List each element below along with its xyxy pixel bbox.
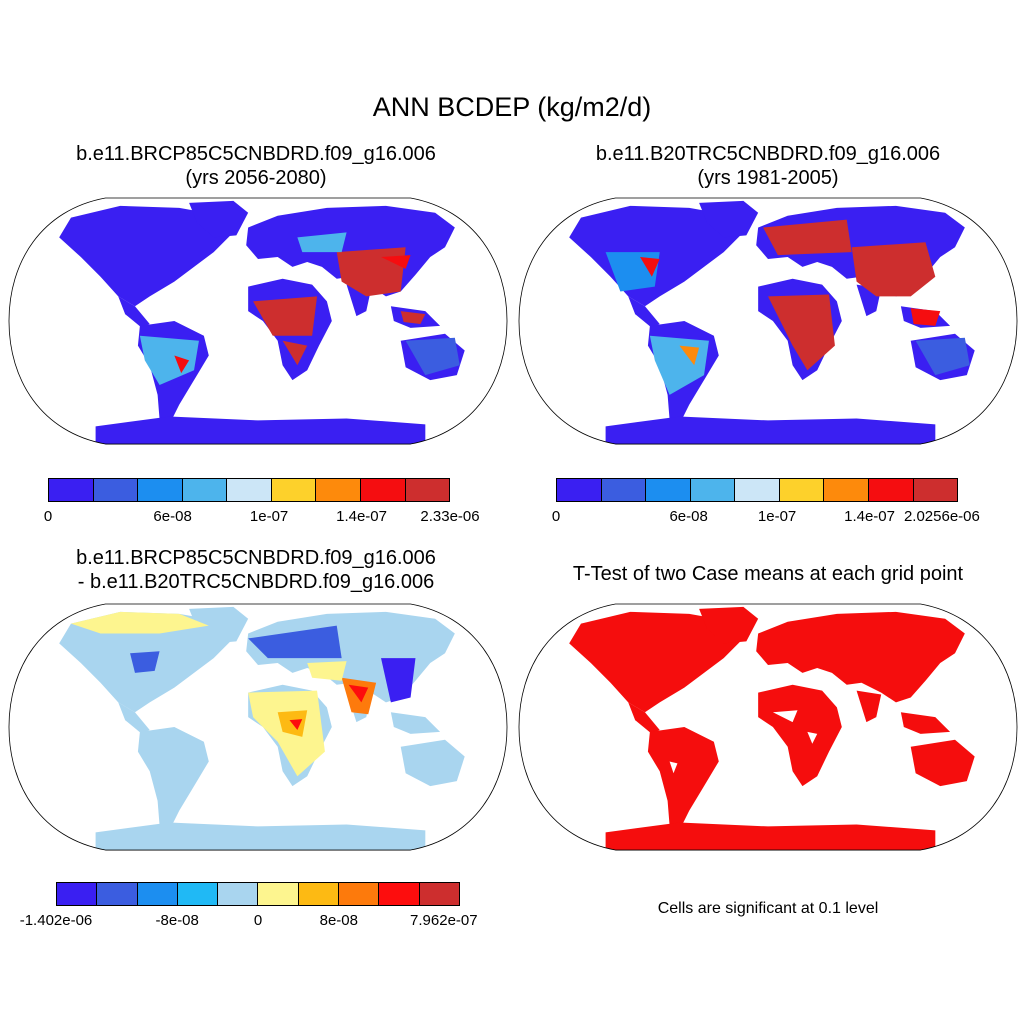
colorbar-swatch	[271, 479, 317, 501]
colorbar-swatch	[258, 883, 299, 905]
panel2-title-line2: (yrs 1981-2005)	[697, 167, 839, 189]
panel2-title-line1: b.e11.B20TRC5CNBDRD.f09_g16.006	[595, 143, 941, 165]
colorbar-swatch	[360, 479, 406, 501]
panel4-map-border	[518, 603, 1018, 851]
panel1-map	[8, 197, 508, 445]
colorbar-tick-label: 0	[551, 508, 561, 525]
panel4-title-line1: T-Test of two Case means at each grid po…	[572, 563, 964, 585]
panel3-title-line2: - b.e11.B20TRC5CNBDRD.f09_g16.006	[77, 571, 435, 593]
colorbar-tick-label: 0	[253, 912, 263, 929]
colorbar-swatch	[690, 479, 736, 501]
colorbar-swatch	[218, 883, 259, 905]
significance-note: Cells are significant at 0.1 level	[657, 900, 879, 917]
colorbar-swatch	[824, 479, 869, 501]
colorbar-swatch	[557, 479, 602, 501]
panel2-map-border	[518, 197, 1018, 445]
colorbar-tick-label: 6e-08	[669, 508, 708, 525]
colorbar-swatch	[646, 479, 691, 501]
colorbar-tick-label: 7.962e-07	[410, 912, 478, 929]
colorbar-swatch	[137, 883, 178, 905]
colorbar-swatch	[57, 883, 98, 905]
colorbar-swatch	[182, 479, 228, 501]
colorbar-swatch	[405, 479, 450, 501]
colorbar-tick-label: 6e-08	[153, 508, 192, 525]
panel3-map-border	[8, 603, 508, 851]
colorbar-swatch	[177, 883, 219, 905]
panel2-title: b.e11.B20TRC5CNBDRD.f09_g16.006 (yrs 198…	[512, 142, 1024, 190]
panel3-map	[8, 603, 508, 851]
colorbar-swatch	[339, 883, 380, 905]
colorbar-swatch	[735, 479, 780, 501]
colorbar-tick-label: 1.4e-07	[844, 508, 895, 525]
panel3-colorbar	[56, 882, 460, 906]
colorbar-tick-label: 1e-07	[757, 508, 797, 525]
colorbar-swatch	[601, 479, 647, 501]
colorbar-tick-label: -8e-08	[155, 912, 199, 929]
colorbar-swatch	[316, 479, 361, 501]
colorbar-swatch	[138, 479, 183, 501]
colorbar-swatch	[97, 883, 138, 905]
panel2-colorbar	[556, 478, 958, 502]
panel1-colorbar	[48, 478, 450, 502]
panel1-map-border	[8, 197, 508, 445]
colorbar-tick-label: 1e-07	[249, 508, 289, 525]
colorbar-swatch	[779, 479, 825, 501]
colorbar-tick-label: 2.33e-06	[420, 508, 480, 525]
panel3-colorbar-ticks: -1.402e-06 -8e-08 0 8e-08 7.962e-07	[20, 912, 478, 932]
panel3-title-line1: b.e11.BRCP85C5CNBDRD.f09_g16.006	[76, 547, 436, 569]
colorbar-swatch	[49, 479, 94, 501]
colorbar-swatch	[913, 479, 958, 501]
panel2-map	[518, 197, 1018, 445]
panel2-colorbar-ticks: 0 6e-08 1e-07 1.4e-07 2.0256e-06	[552, 508, 980, 528]
panel1-colorbar-ticks: 0 6e-08 1e-07 1.4e-07 2.33e-06	[44, 508, 480, 528]
colorbar-tick-label: 2.0256e-06	[903, 508, 980, 525]
colorbar-swatch	[93, 479, 139, 501]
panel4-map	[518, 603, 1018, 851]
panel1-title-line1: b.e11.BRCP85C5CNBDRD.f09_g16.006	[76, 143, 436, 165]
colorbar-tick-label: 8e-08	[319, 912, 358, 929]
colorbar-swatch	[227, 479, 272, 501]
colorbar-swatch	[298, 883, 340, 905]
panel1-title-line2: (yrs 2056-2080)	[185, 167, 327, 189]
colorbar-swatch	[868, 479, 914, 501]
panel3-title: b.e11.BRCP85C5CNBDRD.f09_g16.006 - b.e11…	[0, 546, 512, 594]
colorbar-swatch	[419, 883, 459, 905]
colorbar-tick-label: -1.402e-06	[19, 912, 93, 929]
colorbar-tick-label: 1.4e-07	[336, 508, 387, 525]
panel1-title: b.e11.BRCP85C5CNBDRD.f09_g16.006 (yrs 20…	[0, 142, 512, 190]
colorbar-tick-label: 0	[43, 508, 53, 525]
colorbar-swatch	[379, 883, 420, 905]
panel4-title: T-Test of two Case means at each grid po…	[512, 562, 1024, 586]
figure-title: ANN BCDEP (kg/m2/d)	[372, 92, 652, 122]
